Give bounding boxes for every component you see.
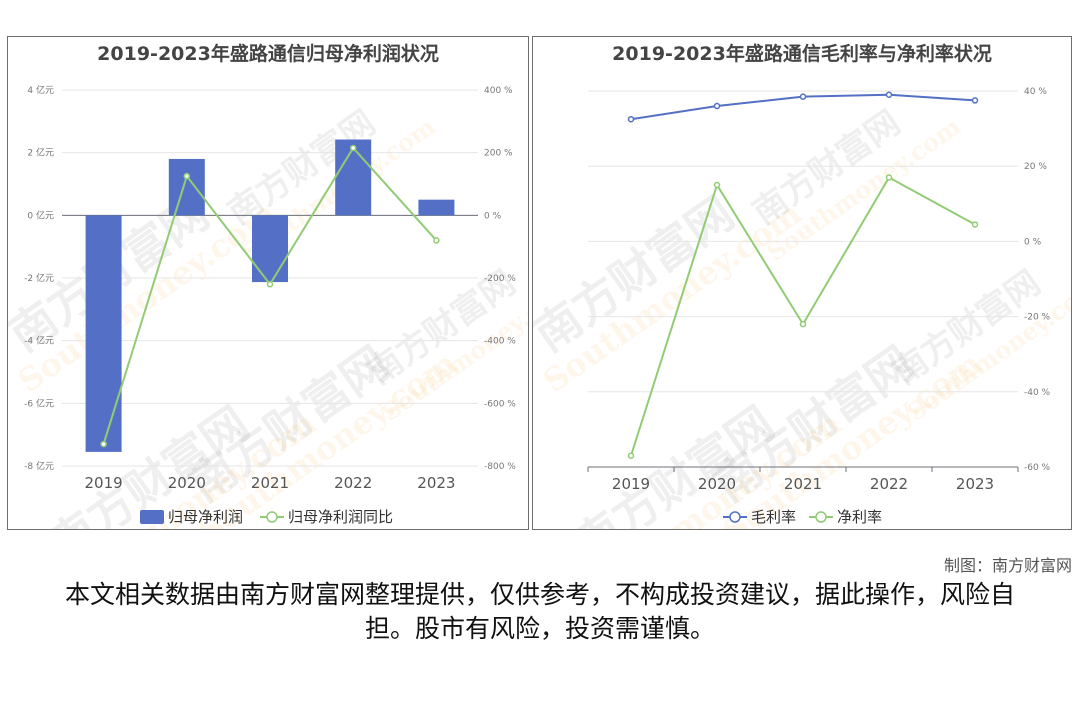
y-tick-label: -40 %	[1024, 388, 1051, 398]
y-tick-label: -4 亿元	[24, 335, 54, 347]
y-tick-label: -200 %	[484, 274, 516, 284]
x-tick-label: 2019	[85, 474, 123, 492]
series-point-2019	[627, 452, 635, 459]
x-tick-label: 2023	[956, 475, 994, 493]
x-tick-label: 2022	[334, 474, 372, 492]
x-tick-label: 2019	[612, 475, 650, 493]
series-point-2023	[971, 221, 979, 228]
series-point-2021	[799, 93, 807, 100]
legend-line-marker	[815, 511, 827, 523]
legend[interactable]: 归母净利润 归母净利润同比	[140, 508, 393, 526]
x-tick-label: 2022	[870, 475, 908, 493]
bar-series	[85, 139, 455, 452]
series-point-2023	[971, 97, 979, 104]
chart-title: 2019-2023年盛路通信归母净利润状况	[97, 42, 439, 65]
y-tick-label: -600 %	[484, 399, 516, 409]
bar-2022	[335, 139, 372, 216]
bar-2023	[418, 199, 455, 216]
y-tick-label: 40 %	[1024, 87, 1047, 97]
chart-credit: 制图：南方财富网	[943, 556, 1072, 575]
yoy-point-2023	[433, 237, 440, 244]
x-axis: 2019 2020 2021 2022 2023	[612, 475, 994, 493]
yoy-point-2022	[349, 144, 357, 152]
y-tick-label: -800 %	[484, 462, 516, 472]
y-axis-left: 4 亿元 2 亿元 0 亿元 -2 亿元 -4 亿元 -6 亿元 -8 亿元	[24, 84, 54, 472]
y-tick-label: 200 %	[484, 149, 513, 159]
y-tick-label: 4 亿元	[27, 84, 54, 96]
margin-chart-panel: 南方财富网 Southmoney.com 南方财富网 Southmoney.com 南方…	[532, 36, 1072, 530]
legend-line-marker	[729, 511, 741, 523]
y-tick-label: 0 %	[1024, 237, 1042, 247]
legend-bar-swatch	[140, 510, 164, 524]
x-axis: 2019 2020 2021 2022 2023	[85, 474, 456, 492]
watermark: 南方财富网Southmoney.com南方财富网Southmoney.com南方…	[533, 103, 1071, 529]
net-profit-chart: 南方财富网Southmoney.com南方财富网Southmoney.com南方…	[8, 42, 528, 529]
legend-line-marker	[266, 511, 278, 523]
y-tick-label: -400 %	[484, 337, 516, 347]
chart-title: 2019-2023年盛路通信毛利率与净利率状况	[612, 42, 992, 65]
grid	[587, 90, 1019, 472]
bar-2019	[85, 215, 122, 452]
y-tick-label: 20 %	[1024, 162, 1047, 172]
legend[interactable]: 毛利率 净利率	[723, 508, 882, 526]
legend-label: 归母净利润	[168, 508, 243, 526]
net-profit-chart-panel: 南方财富网Southmoney.com南方财富网Southmoney.com南方…	[7, 36, 529, 530]
x-tick-label: 2020	[698, 475, 736, 493]
bar-2021	[252, 215, 288, 283]
yoy-point-2020	[183, 172, 191, 180]
line-series	[627, 91, 979, 459]
series-point-2022	[885, 91, 893, 99]
bar-2020	[168, 158, 205, 216]
series-point-2020	[713, 181, 721, 189]
y-tick-label: -60 %	[1024, 463, 1051, 473]
y-tick-label: -2 亿元	[24, 272, 54, 284]
y-tick-label: 2 亿元	[27, 147, 54, 159]
series-point-2019	[627, 115, 635, 123]
series-point-2021	[799, 320, 807, 328]
y-tick-label: -8 亿元	[24, 460, 54, 472]
y-tick-label: -20 %	[1024, 313, 1051, 323]
y-tick-label: -6 亿元	[24, 397, 54, 409]
legend-label: 净利率	[837, 508, 882, 526]
disclaimer-text: 本文相关数据由南方财富网整理提供，仅供参考，不构成投资建议，据此操作，风险自担。…	[64, 580, 1015, 643]
series-point-2020	[713, 102, 721, 110]
yoy-point-2021	[266, 281, 274, 288]
y-tick-label: 0 亿元	[27, 209, 54, 221]
x-tick-label: 2021	[251, 474, 289, 492]
legend-label: 毛利率	[751, 508, 796, 526]
x-tick-label: 2023	[417, 474, 455, 492]
y-axis-right: 40 % 20 % 0 % -20 % -40 % -60 %	[1024, 87, 1051, 473]
y-axis-right: 400 % 200 % 0 % -200 % -400 % -600 % -800 %	[484, 86, 516, 472]
series-point-2022	[885, 174, 893, 181]
y-tick-label: 0 %	[484, 211, 502, 221]
legend-label: 归母净利润同比	[288, 508, 393, 526]
x-tick-label: 2021	[784, 475, 822, 493]
x-tick-label: 2020	[168, 474, 206, 492]
yoy-point-2019	[100, 440, 107, 448]
yoy-line-series	[100, 144, 440, 448]
y-tick-label: 400 %	[484, 86, 513, 96]
margin-chart: 南方财富网Southmoney.com南方财富网Southmoney.com南方…	[533, 42, 1071, 529]
